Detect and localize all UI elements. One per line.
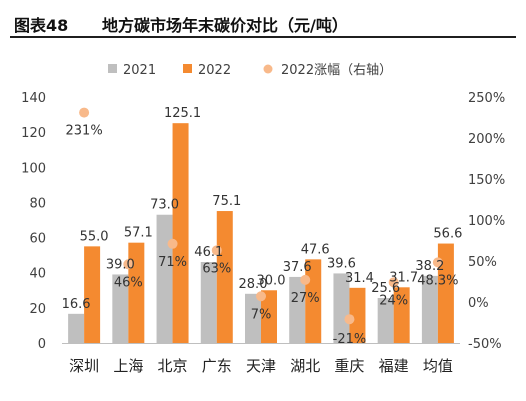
growth-label: 63% — [202, 261, 231, 276]
y-left-tick: 140 — [21, 91, 46, 106]
bar-2021 — [289, 276, 306, 343]
category-label: 湖北 — [290, 357, 320, 375]
y-right-tick: 100% — [468, 214, 505, 229]
bar-2022 — [393, 287, 410, 343]
value-label-2022: 31.4 — [345, 271, 374, 286]
bar-2021 — [421, 275, 438, 343]
category-labels: 深圳 上海 北京 广东 天津 湖北 重庆 福建 均值 — [69, 357, 453, 375]
category-label: 福建 — [379, 357, 409, 375]
bar-2022 — [172, 123, 189, 343]
value-label-2022: 57.1 — [124, 226, 153, 241]
growth-label: 231% — [66, 124, 103, 139]
legend-label-2021: 2021 — [123, 63, 156, 78]
growth-point — [256, 291, 266, 302]
bar-2021 — [200, 261, 217, 343]
growth-label: 24% — [379, 293, 408, 308]
value-label-2021: 25.6 — [371, 281, 400, 296]
growth-label: 7% — [251, 307, 272, 322]
y-left-tick: 20 — [29, 302, 46, 317]
bar-2022 — [437, 243, 454, 343]
value-label-2022: 55.0 — [80, 229, 109, 244]
bar-2021 — [68, 313, 85, 343]
growth-label: 46% — [114, 275, 143, 290]
bar-2021 — [245, 293, 261, 343]
value-label-2021: 28.0 — [239, 277, 268, 292]
growth-point — [388, 277, 399, 288]
growth-point — [211, 245, 222, 256]
bar-2022 — [128, 242, 145, 343]
growth-point — [79, 107, 90, 118]
value-label-2022: 47.6 — [301, 242, 330, 257]
left-axis: 0 20 40 60 80 100 120 140 — [21, 91, 460, 352]
category-label: 重庆 — [334, 357, 364, 375]
growth-label: 48.3% — [417, 273, 458, 288]
legend: 2021 2022 2022涨幅（右轴） — [108, 63, 392, 78]
growth-point — [344, 314, 355, 325]
figure-number: 图表48 — [14, 16, 69, 35]
data-labels: 16.6 55.0 231% 39.0 57.1 46% 73.0 125.1 71% 46.1 7… — [62, 106, 463, 347]
value-label-2022: 75.1 — [212, 194, 241, 209]
y-left-tick: 40 — [29, 267, 46, 282]
figure-header: 图表48 地方碳市场年末碳价对比（元/吨） — [10, 8, 516, 38]
bar-2021 — [333, 273, 350, 343]
figure-title: 地方碳市场年末碳价对比（元/吨） — [102, 16, 348, 35]
y-right-tick: 250% — [468, 91, 505, 106]
growth-label: 27% — [291, 291, 320, 306]
value-label-2022: 125.1 — [164, 106, 201, 121]
y-left-tick: 60 — [29, 232, 46, 247]
y-right-tick: 50% — [468, 255, 497, 270]
category-label: 北京 — [158, 357, 188, 375]
y-left-tick: 0 — [38, 337, 46, 352]
growth-label: 71% — [158, 255, 187, 270]
y-left-tick: 80 — [29, 196, 46, 211]
legend-swatch-2022 — [183, 64, 192, 73]
value-label-2021: 46.1 — [194, 245, 223, 260]
category-label: 深圳 — [69, 357, 99, 375]
growth-label: -21% — [333, 332, 367, 347]
bar-2022 — [216, 211, 233, 343]
growth-point — [432, 257, 443, 268]
bar-2021 — [156, 214, 173, 343]
category-label: 均值 — [423, 357, 453, 375]
category-label: 天津 — [246, 357, 276, 375]
legend-swatch-2021 — [108, 64, 117, 73]
value-label-2022: 31.7 — [389, 270, 418, 285]
value-label-2022: 56.6 — [433, 227, 462, 242]
growth-points — [79, 107, 443, 325]
growth-point — [123, 259, 134, 270]
value-label-2021: 37.6 — [283, 260, 312, 275]
bar-2022 — [84, 246, 101, 343]
y-right-tick: 150% — [468, 173, 505, 188]
bars — [68, 123, 454, 343]
value-label-2021: 39.6 — [327, 256, 356, 271]
legend-marker-growth — [263, 64, 273, 74]
category-label: 广东 — [202, 357, 232, 375]
y-right-tick: -50% — [468, 337, 502, 352]
value-label-2021: 39.0 — [106, 257, 135, 272]
bar-2022 — [261, 290, 277, 343]
growth-point — [300, 274, 311, 285]
y-left-tick: 100 — [21, 161, 46, 176]
right-axis: -50% 0% 50% 100% 150% 200% 250% — [468, 91, 505, 352]
bar-2021 — [377, 298, 394, 343]
bar-2021 — [112, 274, 129, 343]
value-label-2022: 30.0 — [257, 273, 286, 288]
value-label-2021: 16.6 — [62, 297, 91, 312]
growth-point — [167, 238, 178, 249]
category-label: 上海 — [113, 357, 143, 375]
legend-label-growth: 2022涨幅（右轴） — [281, 63, 392, 78]
y-left-tick: 120 — [21, 126, 46, 141]
y-right-tick: 200% — [468, 132, 505, 147]
value-label-2021: 73.0 — [150, 198, 179, 213]
value-label-2021: 38.2 — [415, 259, 444, 274]
y-right-tick: 0% — [468, 296, 489, 311]
bar-2022 — [349, 287, 366, 343]
legend-label-2022: 2022 — [198, 63, 231, 78]
